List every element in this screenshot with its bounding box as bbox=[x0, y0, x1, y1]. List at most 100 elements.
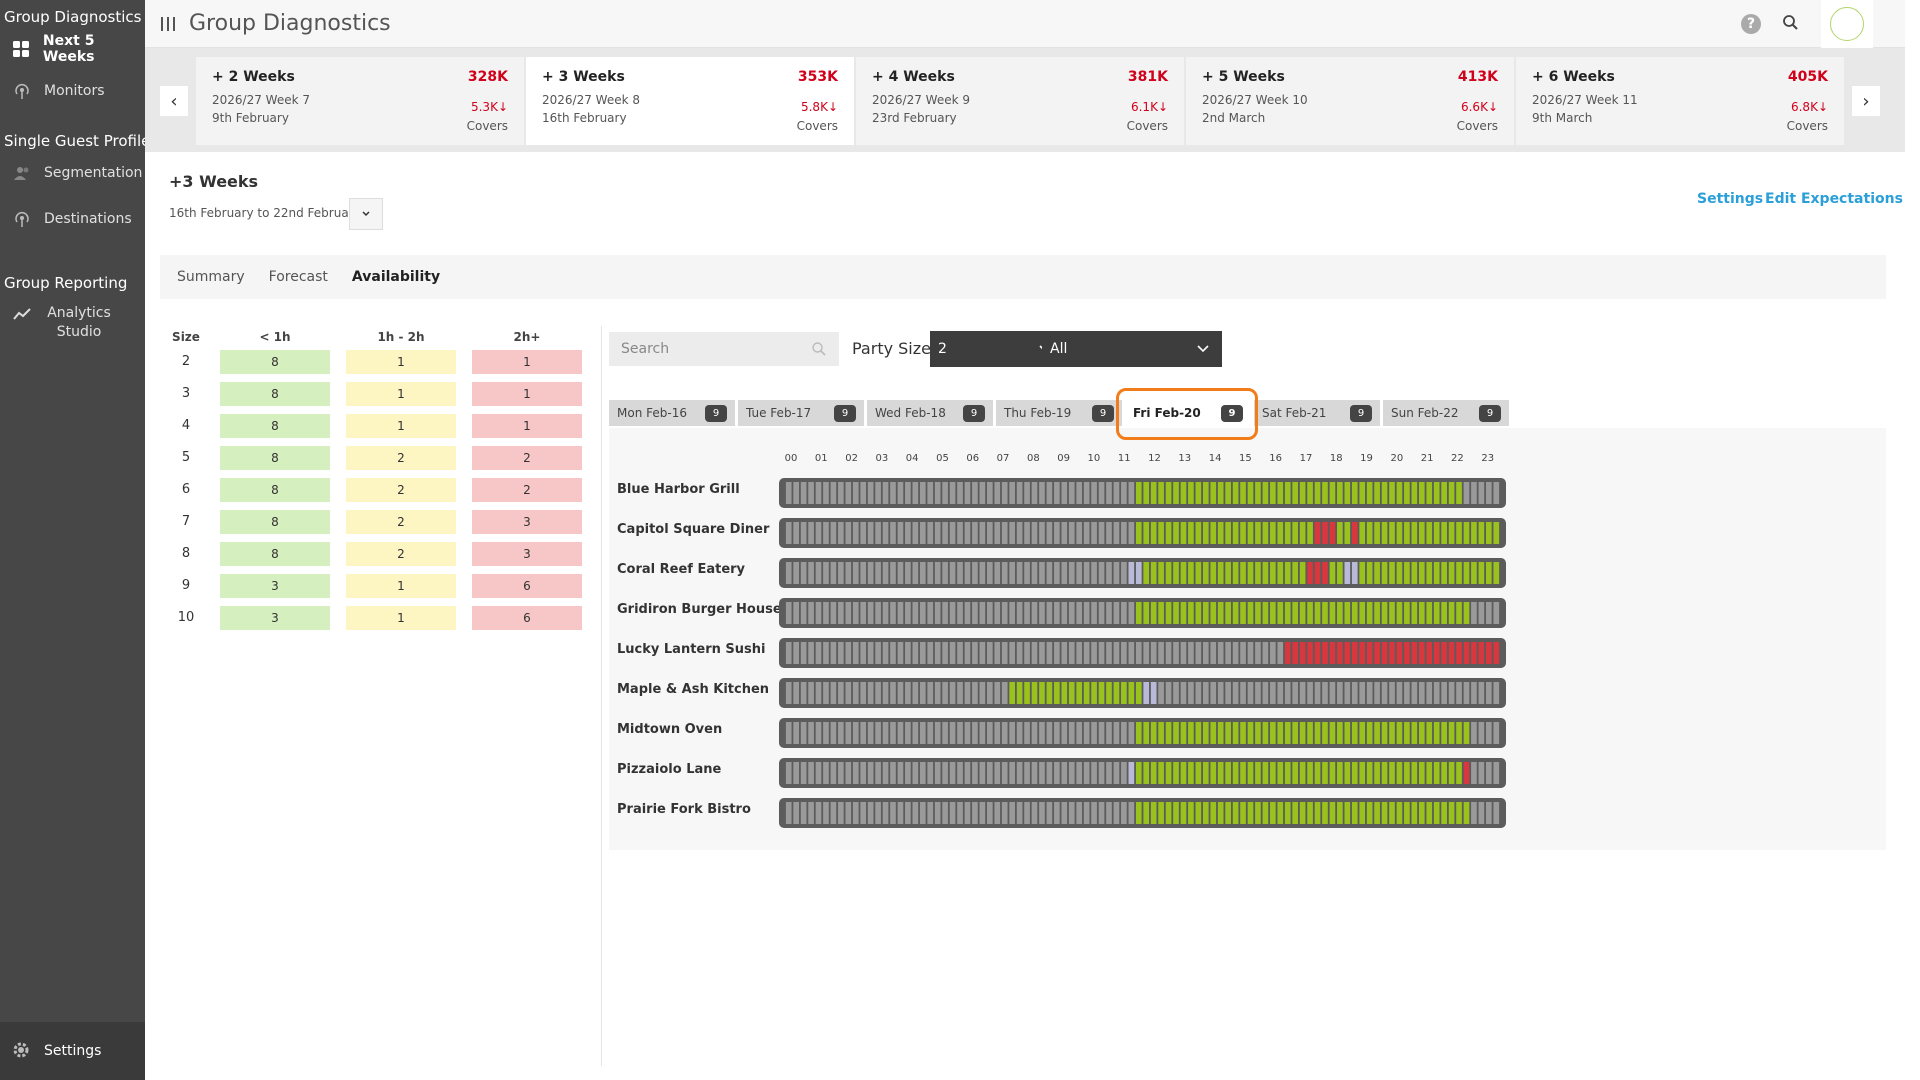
time-slot bbox=[890, 602, 896, 624]
availability-timeline[interactable] bbox=[779, 718, 1506, 748]
availability-timeline[interactable] bbox=[779, 758, 1506, 788]
time-slot bbox=[1486, 562, 1492, 584]
edit-expectations-link[interactable]: Edit Expectations bbox=[1765, 191, 1903, 207]
time-slot bbox=[912, 522, 919, 544]
time-slot bbox=[867, 602, 874, 624]
day-tab[interactable]: Tue Feb-17 9 bbox=[738, 400, 864, 426]
time-slot bbox=[1307, 802, 1313, 824]
restaurant-name[interactable]: Prairie Fork Bistro bbox=[617, 802, 751, 817]
prev-week-button[interactable]: ‹ bbox=[160, 86, 188, 116]
time-slot bbox=[1121, 522, 1127, 544]
time-slot bbox=[1240, 482, 1246, 504]
time-slot bbox=[1359, 642, 1366, 664]
type-select[interactable]: All bbox=[1042, 331, 1222, 367]
time-slot bbox=[1314, 522, 1321, 544]
availability-timeline[interactable] bbox=[779, 518, 1506, 548]
time-slot bbox=[986, 762, 993, 784]
tab-summary[interactable]: Summary bbox=[177, 269, 245, 285]
restaurant-name[interactable]: Midtown Oven bbox=[617, 722, 723, 737]
week-card[interactable]: + 6 Weeks 405K 2026/27 Week 11 9th March 6.8… bbox=[1516, 57, 1844, 145]
availability-timeline[interactable] bbox=[779, 798, 1506, 828]
sidebar-item-destinations[interactable]: Destinations bbox=[0, 198, 145, 240]
search-input[interactable]: Search bbox=[609, 332, 839, 366]
restaurant-name[interactable]: Gridiron Burger House bbox=[617, 602, 782, 617]
avatar-container[interactable] bbox=[1821, 0, 1873, 48]
time-slot bbox=[1202, 562, 1209, 584]
time-slot bbox=[964, 522, 971, 544]
time-slot bbox=[1024, 482, 1030, 504]
availability-timeline[interactable] bbox=[779, 598, 1506, 628]
party-size-select[interactable]: 2 bbox=[930, 331, 1064, 367]
time-slot bbox=[1031, 562, 1038, 584]
sidebar-settings[interactable]: Settings bbox=[0, 1022, 145, 1080]
restaurant-name[interactable]: Maple & Ash Kitchen bbox=[617, 682, 770, 697]
time-slot bbox=[860, 762, 867, 784]
week-card[interactable]: + 3 Weeks 353K 2026/27 Week 8 16th February… bbox=[526, 57, 854, 145]
day-tab[interactable]: Sun Feb-22 9 bbox=[1383, 400, 1509, 426]
time-slot bbox=[1329, 562, 1336, 584]
tab-forecast[interactable]: Forecast bbox=[268, 269, 328, 285]
availability-timeline[interactable] bbox=[779, 478, 1506, 508]
time-slot bbox=[1001, 522, 1008, 544]
hour-label: 02 bbox=[845, 453, 858, 464]
time-slot bbox=[1232, 762, 1239, 784]
day-tab[interactable]: Fri Feb-20 9 bbox=[1125, 400, 1251, 426]
party-size-label: Party Size bbox=[852, 339, 931, 358]
time-slot bbox=[838, 602, 844, 624]
time-slot bbox=[1076, 802, 1083, 824]
time-slot bbox=[1337, 762, 1343, 784]
week-card[interactable]: + 5 Weeks 413K 2026/27 Week 10 2nd March 6.6… bbox=[1186, 57, 1514, 145]
restaurant-name[interactable]: Capitol Square Diner bbox=[617, 522, 770, 537]
availability-timeline[interactable] bbox=[779, 638, 1506, 668]
time-slot bbox=[1359, 482, 1366, 504]
time-slot bbox=[1068, 642, 1075, 664]
time-slot bbox=[919, 562, 926, 584]
time-slot bbox=[1039, 642, 1045, 664]
time-slot bbox=[830, 482, 837, 504]
restaurant-name[interactable]: Pizzaiolo Lane bbox=[617, 762, 722, 777]
hour-label: 04 bbox=[905, 453, 919, 464]
time-slot bbox=[1150, 762, 1157, 784]
day-tab[interactable]: Sat Feb-21 9 bbox=[1254, 400, 1380, 426]
availability-timeline[interactable] bbox=[779, 558, 1506, 588]
settings-link[interactable]: Settings bbox=[1697, 191, 1764, 207]
sidebar-item-monitors[interactable]: Monitors bbox=[0, 70, 145, 112]
time-slot bbox=[897, 682, 904, 704]
people-icon bbox=[12, 163, 32, 183]
time-slot bbox=[1284, 802, 1291, 824]
time-slot bbox=[800, 562, 807, 584]
time-slot bbox=[1076, 762, 1083, 784]
week-card[interactable]: + 2 Weeks 328K 2026/27 Week 7 9th February 5… bbox=[196, 57, 524, 145]
help-icon[interactable]: ? bbox=[1741, 14, 1761, 34]
day-tab[interactable]: Thu Feb-19 9 bbox=[996, 400, 1122, 426]
search-icon[interactable] bbox=[1781, 13, 1803, 35]
tab-availability[interactable]: Availability bbox=[351, 269, 441, 285]
time-slot bbox=[1210, 562, 1217, 584]
week-card[interactable]: + 4 Weeks 381K 2026/27 Week 9 23rd February… bbox=[856, 57, 1184, 145]
next-week-button[interactable]: › bbox=[1852, 86, 1880, 116]
availability-timeline[interactable] bbox=[779, 678, 1506, 708]
time-slot bbox=[890, 562, 896, 584]
time-slot bbox=[785, 522, 792, 544]
restaurant-name[interactable]: Blue Harbor Grill bbox=[617, 482, 740, 497]
time-slot bbox=[1262, 802, 1269, 824]
time-slot bbox=[919, 522, 926, 544]
sidebar-item-next-5-weeks[interactable]: Next 5 Weeks bbox=[0, 28, 145, 70]
restaurant-name[interactable]: Lucky Lantern Sushi bbox=[617, 642, 766, 657]
period-dropdown-button[interactable] bbox=[349, 198, 383, 230]
time-slot bbox=[1322, 482, 1328, 504]
size-cell-h2plus: 3 bbox=[472, 542, 582, 566]
menu-icon[interactable] bbox=[161, 16, 175, 31]
restaurant-name[interactable]: Coral Reef Eatery bbox=[617, 562, 746, 577]
day-tab[interactable]: Wed Feb-18 9 bbox=[867, 400, 993, 426]
day-tab[interactable]: Mon Feb-16 9 bbox=[609, 400, 735, 426]
sidebar-item-analytics-studio[interactable]: Analytics Studio bbox=[0, 298, 145, 352]
time-slot bbox=[1448, 642, 1455, 664]
size-cell-h1to2: 1 bbox=[346, 574, 456, 598]
sidebar-item-segmentation[interactable]: Segmentation bbox=[0, 152, 145, 194]
time-slot bbox=[1314, 642, 1321, 664]
time-slot bbox=[964, 562, 971, 584]
time-slot bbox=[972, 722, 978, 744]
time-slot bbox=[793, 482, 799, 504]
avatar[interactable] bbox=[1830, 7, 1864, 41]
